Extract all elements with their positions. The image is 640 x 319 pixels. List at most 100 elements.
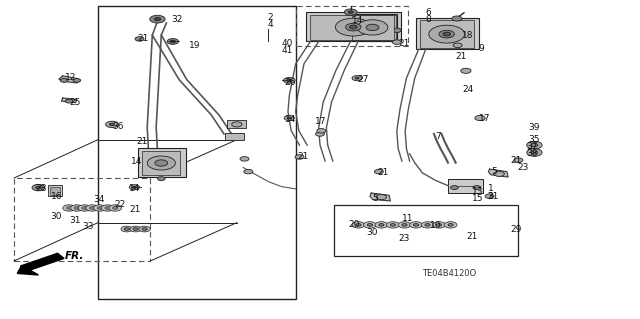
Circle shape — [475, 115, 485, 121]
Circle shape — [448, 224, 453, 226]
Polygon shape — [59, 76, 80, 83]
Polygon shape — [370, 193, 390, 201]
Text: 17: 17 — [315, 117, 326, 126]
Text: 27: 27 — [357, 75, 369, 84]
Text: 26: 26 — [285, 78, 296, 87]
Text: 14: 14 — [129, 184, 141, 193]
Circle shape — [392, 28, 401, 33]
Text: 23: 23 — [398, 234, 410, 243]
Circle shape — [461, 68, 471, 73]
Circle shape — [379, 224, 384, 226]
Text: 23: 23 — [517, 163, 529, 172]
Circle shape — [531, 144, 538, 147]
Circle shape — [106, 121, 118, 128]
Circle shape — [142, 228, 147, 230]
Text: 33: 33 — [82, 222, 93, 231]
Text: 2: 2 — [268, 13, 273, 22]
Text: 38: 38 — [526, 149, 538, 158]
Circle shape — [93, 205, 106, 211]
Text: 16: 16 — [51, 192, 63, 201]
Bar — [352, 15, 394, 40]
Circle shape — [121, 226, 132, 232]
Circle shape — [439, 30, 454, 38]
Circle shape — [244, 169, 253, 174]
Circle shape — [485, 194, 494, 198]
Text: 21: 21 — [298, 152, 309, 161]
Bar — [225, 133, 244, 140]
Text: 30: 30 — [366, 228, 378, 237]
Circle shape — [284, 78, 295, 83]
Circle shape — [335, 18, 371, 36]
Circle shape — [366, 24, 379, 31]
Circle shape — [232, 122, 242, 127]
Circle shape — [344, 9, 357, 15]
Circle shape — [451, 186, 458, 189]
Circle shape — [357, 20, 388, 35]
Circle shape — [317, 129, 326, 133]
Text: 36: 36 — [112, 122, 124, 131]
Circle shape — [413, 224, 419, 226]
Circle shape — [155, 160, 168, 166]
Circle shape — [74, 207, 79, 209]
Circle shape — [240, 157, 249, 161]
Text: TE04B4120O: TE04B4120O — [422, 269, 477, 278]
Circle shape — [429, 25, 465, 43]
Text: 5: 5 — [492, 167, 497, 176]
Circle shape — [421, 222, 434, 228]
Circle shape — [284, 115, 294, 121]
Circle shape — [86, 205, 99, 211]
Circle shape — [398, 222, 411, 228]
Circle shape — [355, 77, 359, 79]
Circle shape — [63, 205, 76, 211]
Circle shape — [32, 184, 45, 191]
Circle shape — [387, 222, 399, 228]
Circle shape — [364, 222, 376, 228]
Text: FR.: FR. — [65, 251, 84, 262]
Text: 21: 21 — [511, 156, 522, 165]
Polygon shape — [488, 169, 508, 177]
Circle shape — [130, 226, 141, 232]
Circle shape — [352, 76, 362, 81]
Circle shape — [376, 195, 387, 200]
Circle shape — [346, 23, 361, 31]
Text: 41: 41 — [282, 46, 293, 55]
Text: 19: 19 — [189, 41, 200, 50]
Bar — [349, 14, 397, 41]
Circle shape — [433, 222, 445, 228]
Circle shape — [453, 43, 462, 48]
Circle shape — [132, 186, 136, 188]
Text: 6: 6 — [426, 8, 431, 17]
Circle shape — [531, 151, 538, 154]
Circle shape — [390, 224, 396, 226]
Circle shape — [113, 207, 118, 209]
Circle shape — [133, 228, 138, 230]
Text: 3: 3 — [488, 192, 493, 201]
Circle shape — [527, 141, 542, 149]
Bar — [416, 18, 479, 49]
Bar — [306, 12, 401, 41]
Text: 21: 21 — [138, 34, 149, 43]
Circle shape — [73, 78, 81, 82]
Text: 21: 21 — [488, 192, 499, 201]
Circle shape — [452, 16, 462, 21]
Text: 20: 20 — [349, 220, 360, 229]
Circle shape — [444, 222, 457, 228]
Circle shape — [135, 37, 144, 41]
Circle shape — [147, 156, 175, 170]
Circle shape — [78, 205, 91, 211]
Circle shape — [70, 205, 83, 211]
Polygon shape — [20, 253, 64, 271]
Circle shape — [150, 15, 165, 23]
Circle shape — [367, 224, 372, 226]
Bar — [448, 179, 483, 193]
Circle shape — [436, 224, 442, 226]
Text: 10: 10 — [430, 221, 442, 230]
Text: 34: 34 — [93, 195, 104, 204]
Text: 14: 14 — [352, 16, 364, 25]
Text: 5: 5 — [372, 194, 378, 203]
Text: 30: 30 — [50, 212, 61, 221]
Text: 11: 11 — [402, 214, 413, 223]
Bar — [48, 185, 62, 196]
Circle shape — [154, 18, 161, 21]
Circle shape — [157, 177, 165, 181]
